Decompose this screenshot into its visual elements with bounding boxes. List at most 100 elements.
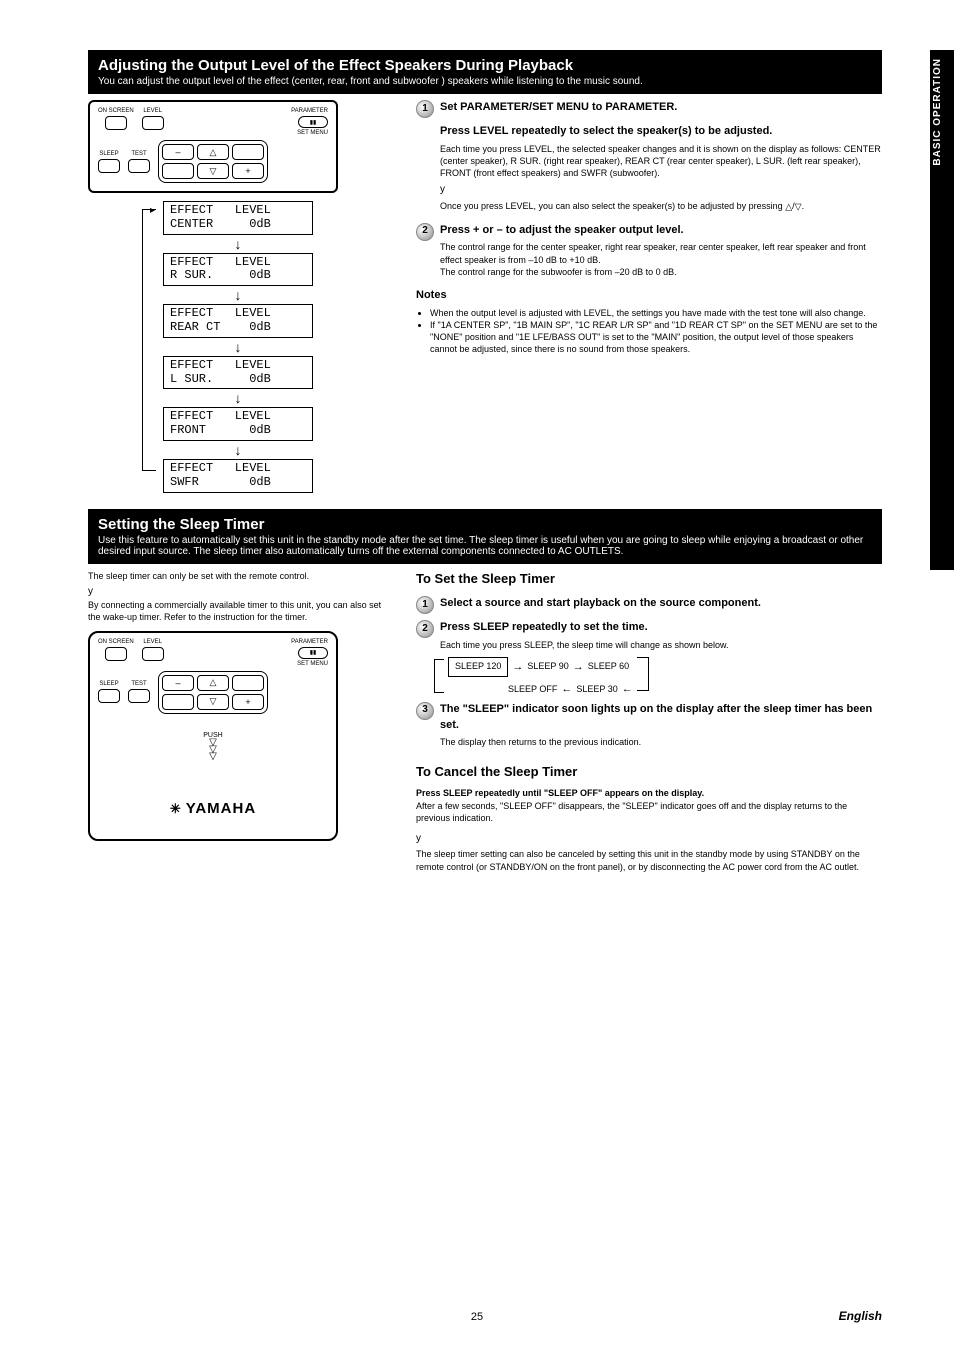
lcd-arrow-icon: ↓ — [138, 288, 338, 302]
section1-body: ON SCREEN LEVEL PARAMETER ▮▮ SET MENU — [88, 100, 882, 497]
onscreen-button-group-b: ON SCREEN — [98, 639, 134, 661]
step-2-body1: The control range for the center speaker… — [440, 241, 882, 265]
parameter-label-b: PARAMETER — [291, 639, 328, 645]
step-1a: 1 Set PARAMETER/SET MENU to PARAMETER. — [416, 100, 882, 118]
flow-return-left — [434, 659, 444, 693]
section2-title: Setting the Sleep Timer — [98, 516, 872, 533]
param-button-group-b: PARAMETER ▮▮ SET MENU — [291, 639, 328, 667]
lcd-screen-3: EFFECT LEVEL REAR CT 0dB — [163, 304, 313, 338]
sleep-step-3-body: The display then returns to the previous… — [440, 736, 882, 748]
dpad-down-b: ▽ — [197, 694, 229, 710]
test-label-b: TEST — [131, 681, 146, 687]
sleep-step-2-body: Each time you press SLEEP, the sleep tim… — [440, 639, 882, 651]
section2-header: Setting the Sleep Timer Use this feature… — [88, 509, 882, 564]
setmenu-label: SET MENU — [297, 130, 328, 136]
lcd-screen-1: EFFECT LEVEL CENTER 0dB — [163, 201, 313, 235]
dpad-blank2 — [162, 163, 194, 179]
flow-node-3: SLEEP 60 — [588, 660, 629, 673]
lcd-screen-6: EFFECT LEVEL SWFR 0dB — [163, 459, 313, 493]
dpad-down: ▽ — [197, 163, 229, 179]
step-1b: Press LEVEL repeatedly to select the spe… — [416, 124, 882, 213]
dpad-minus-b: – — [162, 675, 194, 691]
step-1b-body: Each time you press LEVEL, the selected … — [440, 143, 882, 179]
flow-node-1: SLEEP 120 — [448, 657, 508, 676]
lcd-screen-2: EFFECT LEVEL R SUR. 0dB — [163, 253, 313, 287]
flow-node-2: SLEEP 90 — [527, 660, 568, 673]
sleep-step-1-title: Select a source and start playback on th… — [440, 597, 761, 609]
remote-diagram-top: ON SCREEN LEVEL PARAMETER ▮▮ SET MENU — [88, 100, 338, 193]
sleep-step-1: 1 Select a source and start playback on … — [416, 596, 882, 614]
remote-diagram-bottom: ON SCREEN LEVEL PARAMETER ▮▮ SET MENU — [88, 631, 338, 841]
onscreen-button-b — [105, 647, 127, 661]
dpad-up: △ — [197, 144, 229, 160]
param-button-group: PARAMETER ▮▮ SET MENU — [291, 108, 328, 136]
brand-logo-icon: ✳ — [170, 801, 182, 817]
up-triangle-icon: △ — [785, 201, 792, 211]
brand-label: ✳YAMAHA — [98, 800, 328, 817]
sleep-button-group: SLEEP — [98, 151, 120, 173]
cancel-hint: The sleep timer setting can also be canc… — [416, 848, 882, 872]
section2-subtitle: Use this feature to automatically set th… — [98, 535, 872, 557]
flow-arrow-icon: → — [512, 662, 523, 673]
dpad-minus: – — [162, 144, 194, 160]
flow-arrow-icon: ← — [622, 684, 633, 695]
sleep-label: SLEEP — [99, 151, 118, 157]
onscreen-label-b: ON SCREEN — [98, 639, 134, 645]
section2-left: The sleep timer can only be set with the… — [88, 570, 388, 873]
test-label: TEST — [131, 151, 146, 157]
onscreen-button-group: ON SCREEN — [98, 108, 134, 130]
lcd-screen-5: EFFECT LEVEL FRONT 0dB — [163, 407, 313, 441]
step-2: 2 Press + or – to adjust the speaker out… — [416, 223, 882, 278]
flow-return-right — [637, 657, 649, 691]
sleep-button-b — [98, 689, 120, 703]
dpad-b: – △ ▽ + — [158, 671, 268, 714]
sleep-flow: SLEEP 120 → SLEEP 90 → SLEEP 60 SLEEP OF… — [434, 657, 882, 695]
test-button-group: TEST — [128, 151, 150, 173]
section2-right: To Set the Sleep Timer 1 Select a source… — [416, 570, 882, 873]
test-button — [128, 159, 150, 173]
section2-intro: The sleep timer can only be set with the… — [88, 570, 388, 582]
test-button-group-b: TEST — [128, 681, 150, 703]
level-button — [142, 116, 164, 130]
level-button-b — [142, 647, 164, 661]
parameter-label: PARAMETER — [291, 108, 328, 114]
push-arrows-icon: ▽▽▽ — [98, 739, 328, 760]
parameter-switch: ▮▮ — [298, 116, 328, 128]
language-tag: English — [839, 1309, 882, 1323]
set-sleep-title: To Set the Sleep Timer — [416, 570, 882, 589]
section2-hint: By connecting a commercially available t… — [88, 599, 388, 623]
cancel-sleep-title: To Cancel the Sleep Timer — [416, 763, 882, 782]
side-tab: BASIC OPERATION — [930, 50, 954, 570]
hint-label: y — [440, 183, 882, 198]
notes-title: Notes — [416, 289, 447, 301]
sleep-step-num-3: 3 — [416, 702, 434, 720]
dpad-blank-b — [232, 675, 264, 691]
sleep-step-3: 3 The "SLEEP" indicator soon lights up o… — [416, 702, 882, 749]
section1-subtitle: You can adjust the output level of the e… — [98, 76, 872, 87]
sleep-step-num-2: 2 — [416, 620, 434, 638]
parameter-switch-b: ▮▮ — [298, 647, 328, 659]
flow-arrow-icon: → — [573, 662, 584, 673]
loop-arrow-icon: ▸ — [150, 205, 155, 216]
cancel-body1: Press SLEEP repeatedly until "SLEEP OFF"… — [416, 787, 882, 799]
note-2: If "1A CENTER SP", "1B MAIN SP", "1C REA… — [430, 319, 882, 355]
section2-body: The sleep timer can only be set with the… — [88, 570, 882, 873]
dpad-plus: + — [232, 163, 264, 179]
level-button-group-b: LEVEL — [142, 639, 164, 661]
lcd-arrow-icon: ↓ — [138, 237, 338, 251]
dpad-up-b: △ — [197, 675, 229, 691]
flow-node-4: SLEEP 30 — [576, 683, 617, 696]
cancel-body2: After a few seconds, "SLEEP OFF" disappe… — [416, 800, 882, 824]
sleep-step-2: 2 Press SLEEP repeatedly to set the time… — [416, 620, 882, 651]
sleep-label-b: SLEEP — [99, 681, 118, 687]
step-1b-title: Press LEVEL repeatedly to select the spe… — [440, 125, 772, 137]
sleep-step-2-title: Press SLEEP repeatedly to set the time. — [440, 621, 648, 633]
test-button-b — [128, 689, 150, 703]
step-2-title: Press + or – to adjust the speaker outpu… — [440, 224, 684, 236]
dpad: – △ ▽ + — [158, 140, 268, 183]
sleep-step-3-title: The "SLEEP" indicator soon lights up on … — [440, 703, 872, 731]
sleep-button — [98, 159, 120, 173]
lcd-sequence: ▸ EFFECT LEVEL CENTER 0dB ↓ EFFECT LEVEL… — [138, 201, 338, 493]
step-num-1: 1 — [416, 100, 434, 118]
level-label-b: LEVEL — [143, 639, 162, 645]
